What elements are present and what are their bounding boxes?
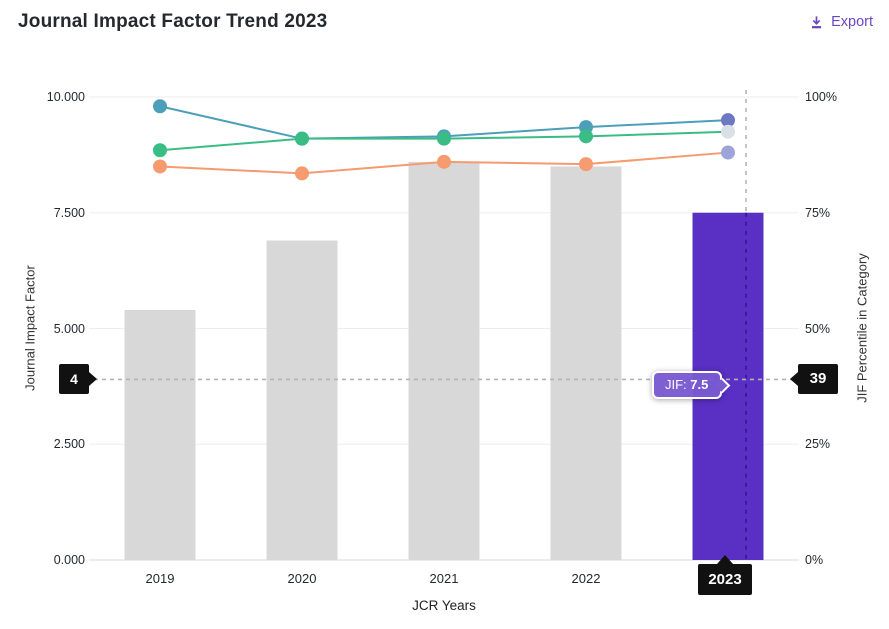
x-axis-title: JCR Years — [412, 598, 476, 613]
dot-percentile-category-2-2019[interactable] — [153, 143, 167, 158]
dot-percentile-category-3-2019[interactable] — [153, 159, 167, 174]
y-axis-title-right: JIF Percentile in Category — [854, 253, 870, 403]
right-tick-25: 25% — [805, 437, 831, 451]
x-tick-2022: 2022 — [571, 571, 601, 586]
jif-tooltip: JIF: 7.5 — [652, 371, 731, 399]
percentile-threshold-value: 39 — [809, 370, 827, 387]
year-highlight-marker: 2023 — [698, 555, 752, 595]
page-title: Journal Impact Factor Trend 2023 — [18, 11, 328, 32]
arrow-left-icon — [790, 372, 798, 386]
export-label: Export — [831, 14, 873, 30]
left-tick-5: 5.000 — [53, 322, 85, 336]
dot-percentile-category-3-2020[interactable] — [295, 166, 309, 181]
arrow-up-icon — [717, 555, 733, 564]
x-tick-2021: 2021 — [429, 571, 459, 586]
dot-percentile-category-1-2023[interactable] — [721, 113, 735, 128]
y-axis-title-left: Journal Impact Factor — [22, 265, 38, 391]
dot-percentile-category-1-2019[interactable] — [153, 99, 167, 114]
left-tick-10: 10.000 — [46, 90, 85, 104]
right-tick-50: 50% — [805, 322, 831, 336]
left-tick-7-5: 7.500 — [53, 206, 85, 220]
x-tick-2019: 2019 — [145, 571, 175, 586]
right-tick-0: 0% — [805, 553, 824, 567]
download-icon — [812, 15, 822, 28]
dot-percentile-category-3-2022[interactable] — [579, 157, 593, 172]
percentile-threshold-marker: 39 — [790, 364, 838, 394]
dot-percentile-category-2-2021[interactable] — [437, 131, 451, 146]
bar-2021[interactable] — [408, 161, 480, 560]
jif-tooltip-value: 7.5 — [690, 377, 709, 392]
bar-2020[interactable] — [266, 240, 338, 560]
jif-threshold-value: 4 — [70, 371, 78, 387]
right-tick-100: 100% — [805, 90, 837, 104]
bar-2022[interactable] — [550, 166, 622, 560]
dot-percentile-category-3-2023[interactable] — [721, 145, 735, 160]
export-button[interactable]: Export — [809, 14, 873, 30]
jif-tooltip-label: JIF: — [665, 377, 687, 392]
dot-percentile-category-3-2021[interactable] — [437, 154, 451, 169]
right-tick-75: 75% — [805, 206, 831, 220]
arrow-right-icon — [89, 372, 97, 386]
left-tick-2-5: 2.500 — [53, 437, 85, 451]
x-tick-2020: 2020 — [287, 571, 317, 586]
year-highlight-label: 2023 — [708, 571, 742, 588]
jif-threshold-marker: 4 — [59, 364, 97, 394]
dot-percentile-category-2-2022[interactable] — [579, 129, 593, 144]
bar-2019[interactable] — [124, 309, 196, 560]
left-tick-0: 0.000 — [53, 553, 85, 567]
dot-percentile-category-2-2020[interactable] — [295, 131, 309, 146]
dot-percentile-category-2-2023[interactable] — [721, 124, 735, 139]
